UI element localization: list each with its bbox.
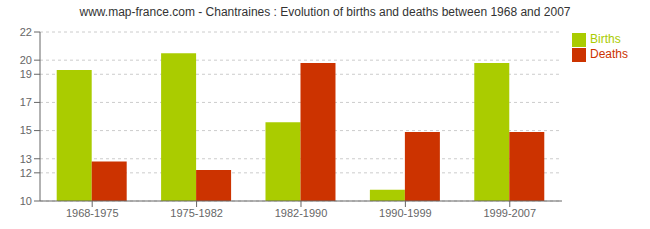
svg-text:1968-1975: 1968-1975: [66, 207, 119, 219]
svg-text:20: 20: [20, 54, 32, 66]
svg-text:15: 15: [20, 124, 32, 136]
svg-text:12: 12: [20, 167, 32, 179]
svg-text:1999-2007: 1999-2007: [483, 207, 536, 219]
html-text:Deaths: Deaths: [590, 46, 628, 61]
svg-text:1990-1999: 1990-1999: [379, 207, 432, 219]
svg-text:19: 19: [20, 68, 32, 80]
svg-text:1975-1982: 1975-1982: [170, 207, 223, 219]
svg-text:22: 22: [20, 26, 32, 38]
svg-text:1982-1990: 1982-1990: [275, 207, 328, 219]
svg-text:17: 17: [20, 96, 32, 108]
html-text:Births: Births: [590, 32, 621, 46]
html-text:www.map-france.com - Chantrain: www.map-france.com - Chantraines : Evolu…: [79, 5, 571, 19]
svg-text:10: 10: [20, 195, 32, 207]
svg-text:13: 13: [20, 153, 32, 165]
